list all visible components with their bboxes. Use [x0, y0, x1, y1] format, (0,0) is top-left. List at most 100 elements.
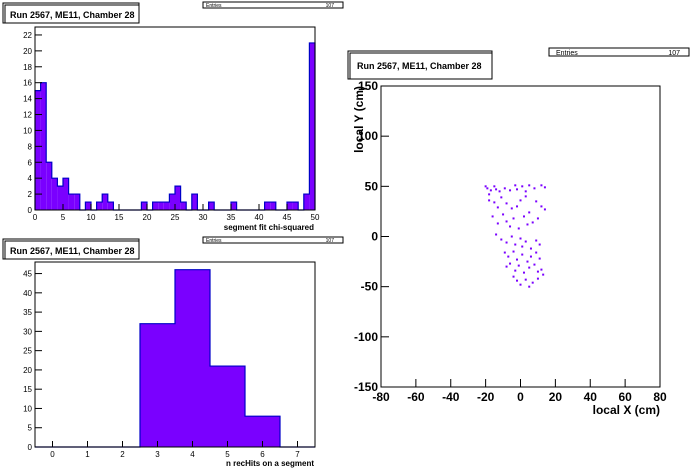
xy-y-tick-label-5: 100: [358, 129, 378, 143]
point-25: [524, 195, 527, 198]
point-40: [536, 217, 539, 220]
nhits-histogram-panel: Run 2567, ME11, Chamber 28 Entries 107 0…: [2, 236, 344, 468]
xy-x-label: local X (cm): [593, 403, 660, 417]
point-18: [493, 201, 496, 204]
xy-x-tick-label-8: 80: [653, 390, 667, 404]
x-tick-label-0-2: 10: [87, 213, 96, 222]
point-62: [509, 262, 512, 265]
x-tick-label-0-6: 30: [199, 213, 208, 222]
point-17: [488, 199, 491, 202]
xy-scatter-panel: Entries 107 -80 -60 -40 -20 0 20 40 60 80 -150-1…: [347, 47, 690, 417]
point-52: [503, 251, 506, 254]
point-8: [509, 189, 512, 192]
y-tick-label-1-8: 40: [23, 289, 32, 298]
point-0: [484, 185, 487, 188]
point-53: [507, 255, 510, 258]
point-73: [524, 278, 527, 281]
bar-0-45: [287, 202, 293, 210]
bar-0-21: [152, 202, 159, 210]
xy-x-tick-label-7: 60: [618, 390, 632, 404]
x-tick-label-1-1: 1: [85, 450, 90, 459]
bar-1-5: [210, 366, 245, 447]
point-11: [521, 185, 524, 188]
chi2-y-axis: 0 2 4 6 8 10 12 14 16 18 20 22: [23, 31, 42, 215]
nhits-frame: [34, 261, 316, 448]
xy-title-box: [347, 50, 493, 80]
point-60: [538, 257, 541, 260]
point-41: [495, 233, 498, 236]
y-tick-label-1-9: 45: [23, 270, 32, 279]
x-tick-label-0-8: 40: [255, 213, 264, 222]
xy-y-tick-label-2: -50: [361, 280, 379, 294]
x-tick-label-1-0: 0: [50, 450, 55, 459]
point-34: [509, 225, 512, 228]
point-68: [536, 270, 539, 273]
bar-0-19: [141, 202, 147, 210]
y-tick-label-1-0: 0: [28, 443, 33, 452]
x-tick-label-1-4: 4: [190, 450, 195, 459]
xy-x-tick-label-0: -80: [372, 390, 390, 404]
point-72: [519, 283, 522, 286]
point-12: [524, 190, 527, 193]
point-71: [516, 279, 519, 282]
bar-0-22: [158, 202, 164, 210]
point-16: [543, 186, 546, 189]
chi2-x-label: segment fit chi-squared: [224, 223, 314, 232]
x-tick-label-0-0: 0: [33, 213, 38, 222]
chi2-stats-label: Entries: [206, 3, 222, 9]
bar-0-7: [74, 194, 80, 210]
chi2-bars: [34, 42, 316, 211]
x-tick-label-0-1: 5: [61, 213, 66, 222]
xy-title: Run 2567, ME11, Chamber 28: [357, 61, 482, 71]
point-32: [502, 213, 505, 216]
point-38: [526, 223, 529, 226]
xy-x-axis: -80 -60 -40 -20 0 20 40 60 80: [372, 379, 667, 404]
point-47: [521, 245, 524, 248]
point-42: [500, 238, 503, 241]
point-31: [496, 222, 499, 225]
point-63: [514, 269, 517, 272]
point-75: [531, 281, 534, 284]
bar-0-41: [264, 202, 271, 210]
nhits-x-label: n recHits on a segment: [226, 459, 314, 468]
point-4: [493, 185, 496, 188]
x-tick-label-0-9: 45: [283, 213, 292, 222]
x-tick-label-1-6: 6: [260, 450, 265, 459]
bar-0-5: [63, 178, 69, 210]
point-24: [519, 199, 522, 202]
bar-0-2: [46, 162, 52, 210]
point-9: [514, 184, 517, 187]
point-6: [498, 190, 501, 193]
point-15: [540, 184, 543, 187]
y-tick-label-0-11: 22: [23, 31, 32, 40]
x-tick-label-1-7: 7: [295, 450, 300, 459]
y-tick-label-1-4: 20: [23, 366, 32, 375]
y-tick-label-0-4: 8: [28, 142, 33, 151]
point-20: [500, 196, 503, 199]
point-22: [510, 207, 513, 210]
point-23: [516, 205, 519, 208]
xy-points: [484, 184, 546, 288]
point-58: [529, 255, 532, 258]
chi2-title: Run 2567, ME11, Chamber 28: [10, 10, 135, 20]
point-29: [543, 208, 546, 211]
x-tick-label-0-4: 20: [143, 213, 152, 222]
point-66: [528, 266, 531, 269]
xy-x-tick-label-5: 20: [549, 390, 563, 404]
bar-0-31: [208, 202, 215, 210]
point-57: [526, 260, 529, 263]
bar-0-26: [180, 202, 187, 210]
point-59: [535, 251, 538, 254]
point-43: [505, 241, 508, 244]
bar-0-42: [270, 202, 276, 210]
point-27: [535, 200, 538, 203]
bar-0-13: [107, 202, 114, 210]
xy-x-tick-label-3: -20: [477, 390, 495, 404]
point-76: [536, 277, 539, 280]
xy-y-axis: -150 -100 -50 0 50 100 150: [354, 79, 389, 394]
point-30: [491, 215, 494, 218]
point-13: [528, 184, 531, 187]
y-tick-label-0-3: 6: [28, 158, 33, 167]
xy-stats-value: 107: [668, 50, 680, 57]
x-tick-label-0-5: 25: [171, 213, 180, 222]
